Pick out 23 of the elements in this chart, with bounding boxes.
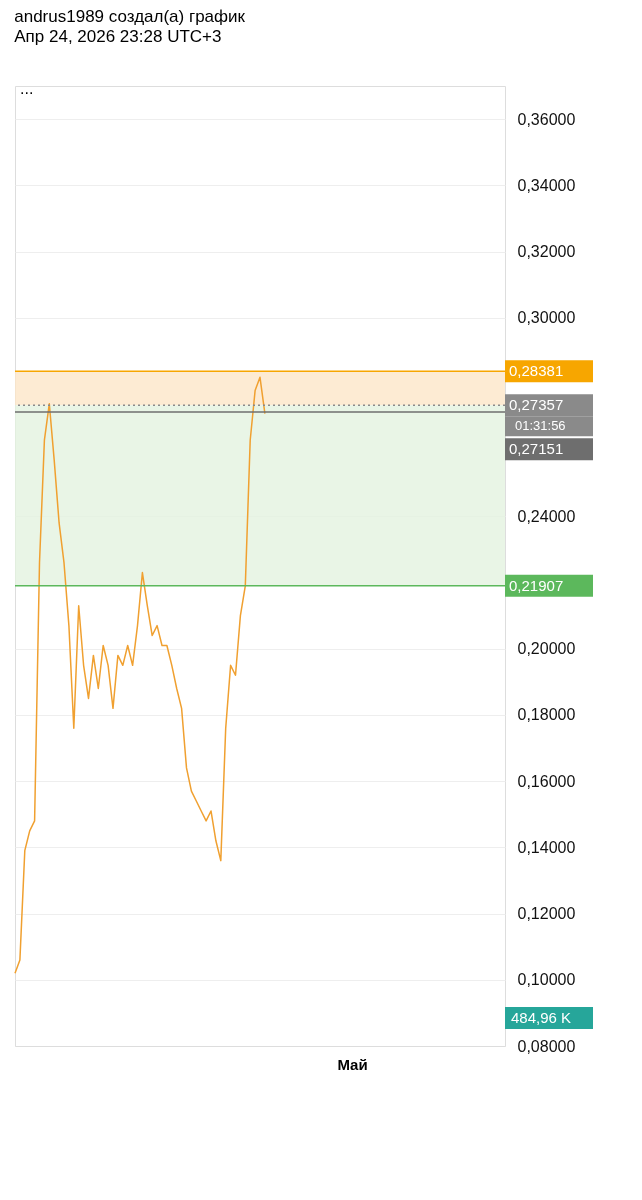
y-tick-label: 0,12000 xyxy=(517,905,576,923)
y-tick-label: 0,08000 xyxy=(517,1037,576,1055)
y-tick-label: 0,14000 xyxy=(517,838,576,856)
line-series xyxy=(14,376,266,974)
ref-line-label: 0,28381 xyxy=(509,362,564,380)
y-tick-label: 0,20000 xyxy=(517,640,576,658)
ref-line-label: 0,27357 xyxy=(509,396,564,414)
text: 01:31:56 xyxy=(515,418,566,434)
text: 484,96 K xyxy=(511,1009,572,1026)
chart-subtitle: Апр 24, 2026 23:28 UTC+3 xyxy=(14,27,222,46)
ref-line-label: 0,21907 xyxy=(509,576,564,594)
annotation: ... xyxy=(20,80,34,98)
y-tick-label: 0,32000 xyxy=(517,243,576,261)
y-tick-label: 0,16000 xyxy=(517,772,576,790)
y-tick-label: 0,24000 xyxy=(517,507,576,525)
y-tick-label: 0,10000 xyxy=(517,971,576,989)
ref-line-label: 0,27151 xyxy=(509,440,564,458)
y-tick-label: 0,36000 xyxy=(517,110,576,128)
y-tick-label: 0,34000 xyxy=(517,176,576,194)
y-tick-label: 0,30000 xyxy=(517,309,576,327)
text: Май xyxy=(337,1056,368,1073)
y-tick-label: 0,18000 xyxy=(517,706,576,724)
chart-title: andrus1989 создал(а) график xyxy=(14,7,246,26)
